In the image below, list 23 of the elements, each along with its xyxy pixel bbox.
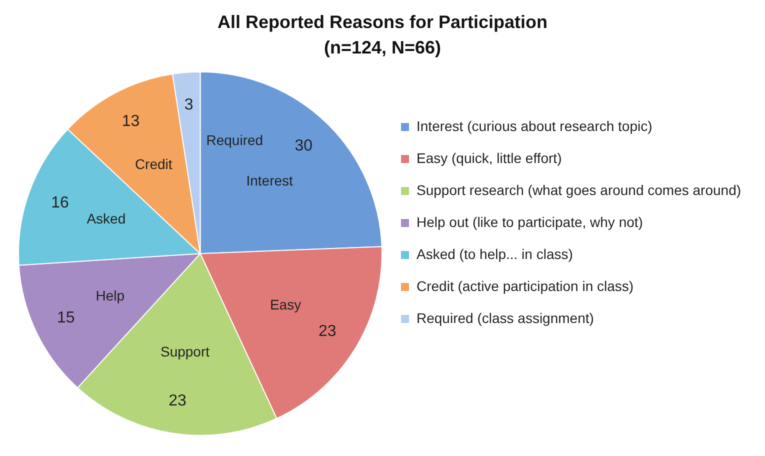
data-label: 16 <box>51 194 69 212</box>
text: Easy <box>270 296 302 313</box>
data-label: 23 <box>168 392 186 410</box>
data-label: 13 <box>122 113 140 130</box>
text: Asked <box>86 210 126 227</box>
legend-label: Support research (what goes around comes around) <box>416 182 742 198</box>
data-label: 3 <box>184 96 194 114</box>
data-label: 23 <box>318 322 336 340</box>
legend-label: Help out (like to participate, why not) <box>416 214 643 230</box>
legend-label: Asked (to help... in class) <box>416 246 573 262</box>
chart-subtitle: (n=124, N=66) <box>324 37 442 58</box>
chart-title: All Reported Reasons for Participation <box>217 12 548 32</box>
text: Credit <box>134 156 172 172</box>
text: Interest <box>246 172 293 188</box>
data-label: 15 <box>56 309 75 326</box>
legend-label: Credit (active participation in class) <box>416 278 634 294</box>
legend-label: Interest (curious about research topic) <box>416 118 652 134</box>
legend-label: Easy (quick, little effort) <box>416 150 562 166</box>
text: Support <box>160 343 210 360</box>
data-label: 30 <box>294 138 313 155</box>
text: Help <box>96 288 125 304</box>
text: Required <box>206 132 264 148</box>
legend-label: Required (class assignment) <box>416 310 594 326</box>
